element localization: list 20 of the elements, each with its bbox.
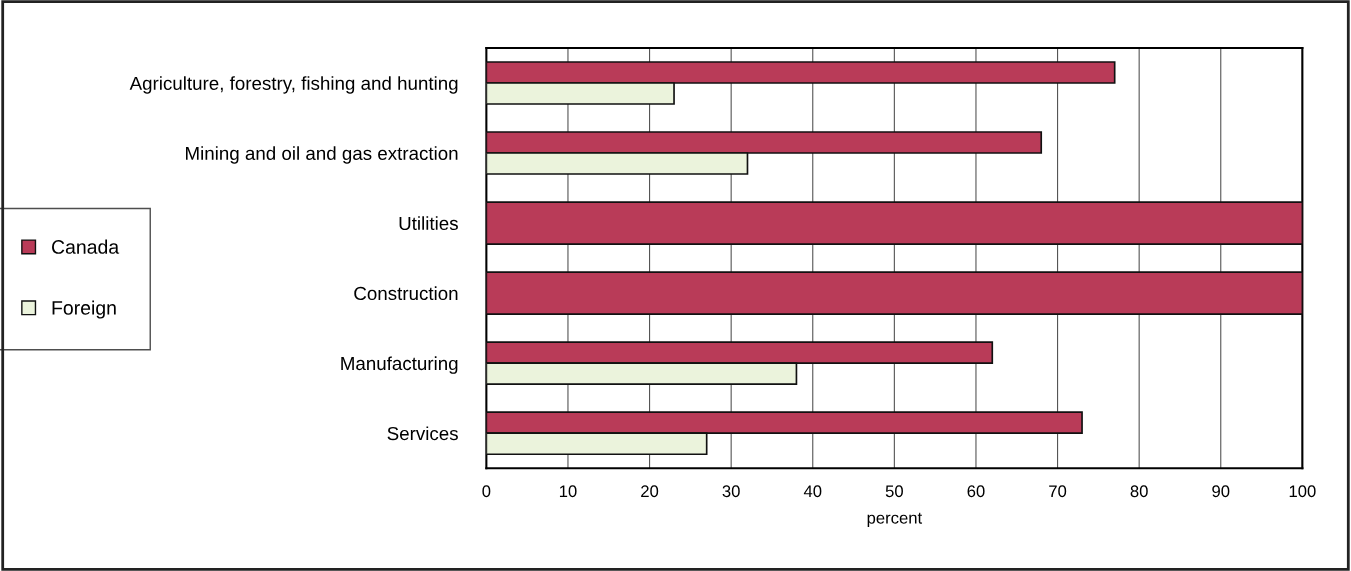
y-tick-label: Manufacturing xyxy=(341,356,458,374)
x-tick-label: 70 xyxy=(1049,485,1067,498)
x-tick-label: 0 xyxy=(482,485,491,498)
x-axis-title: percent xyxy=(867,512,923,528)
x-tick-label: 80 xyxy=(1130,485,1148,498)
x-tick-label: 60 xyxy=(967,485,985,498)
x-tick-label: 30 xyxy=(722,485,740,498)
x-tick-label: 10 xyxy=(559,485,577,498)
x-tick-label: 100 xyxy=(1289,485,1316,498)
y-tick-label: Agriculture, forestry, fishing and hunting xyxy=(129,76,458,94)
y-tick-label: Services xyxy=(387,426,458,441)
y-tick-label: Utilities xyxy=(399,216,458,231)
x-tick-label: 50 xyxy=(885,485,903,498)
y-tick-label: Mining and oil and gas extraction xyxy=(186,146,458,164)
x-tick-label: 90 xyxy=(1212,485,1230,498)
x-tick-label: 20 xyxy=(641,485,659,498)
x-tick-label: 40 xyxy=(803,485,822,498)
legend-label: Foreign xyxy=(52,300,116,319)
y-tick-label: Construction xyxy=(354,286,458,301)
legend-label: Canada xyxy=(52,239,120,254)
